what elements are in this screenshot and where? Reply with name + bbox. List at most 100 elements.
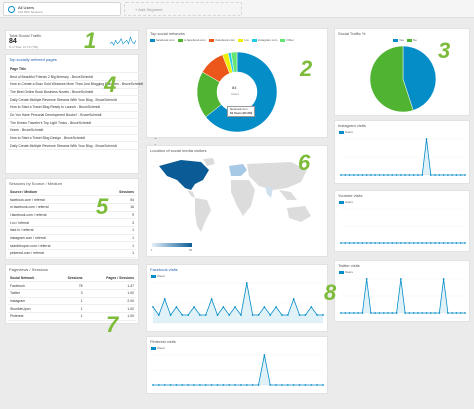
data-point[interactable] bbox=[374, 242, 377, 244]
data-point[interactable] bbox=[429, 312, 432, 314]
data-point[interactable] bbox=[204, 384, 207, 386]
data-point[interactable] bbox=[316, 314, 319, 316]
table-row[interactable]: instagram.com / referral 1 bbox=[8, 234, 136, 243]
data-point[interactable] bbox=[378, 312, 381, 314]
add-segment-button[interactable]: + Add Segment bbox=[124, 2, 242, 16]
data-point[interactable] bbox=[455, 312, 458, 314]
data-point[interactable] bbox=[459, 174, 462, 176]
pie-slice-facebook-com[interactable] bbox=[205, 51, 278, 133]
data-point[interactable] bbox=[357, 242, 360, 244]
data-point[interactable] bbox=[361, 312, 364, 314]
data-point[interactable] bbox=[198, 384, 201, 386]
data-point[interactable] bbox=[387, 312, 389, 314]
data-point[interactable] bbox=[421, 312, 424, 314]
data-point[interactable] bbox=[275, 306, 278, 308]
data-point[interactable] bbox=[263, 306, 266, 308]
data-point[interactable] bbox=[361, 174, 364, 176]
data-point[interactable] bbox=[434, 242, 436, 244]
data-point[interactable] bbox=[391, 174, 394, 176]
data-point[interactable] bbox=[357, 312, 360, 314]
table-row[interactable]: Daily Create Multiple Revenue Streams Wi… bbox=[8, 141, 159, 151]
data-point[interactable] bbox=[442, 174, 445, 176]
data-point[interactable] bbox=[210, 298, 213, 300]
data-point[interactable] bbox=[399, 278, 402, 280]
legend-item[interactable]: No bbox=[406, 38, 417, 42]
data-point[interactable] bbox=[434, 174, 436, 176]
data-point[interactable] bbox=[216, 314, 219, 316]
data-point[interactable] bbox=[425, 312, 428, 314]
legend-item[interactable]: Other bbox=[280, 38, 294, 42]
data-point[interactable] bbox=[269, 384, 272, 386]
data-point[interactable] bbox=[352, 312, 355, 314]
data-point[interactable] bbox=[408, 242, 411, 244]
data-point[interactable] bbox=[269, 314, 272, 316]
data-point[interactable] bbox=[352, 174, 355, 176]
data-point[interactable] bbox=[438, 242, 441, 244]
data-point[interactable] bbox=[429, 174, 432, 176]
data-point[interactable] bbox=[434, 312, 436, 314]
table-row[interactable]: Pinterest 1 1.00 bbox=[8, 312, 136, 321]
data-point[interactable] bbox=[292, 384, 295, 386]
data-point[interactable] bbox=[228, 384, 231, 386]
data-point[interactable] bbox=[399, 174, 402, 176]
data-point[interactable] bbox=[175, 384, 178, 386]
data-point[interactable] bbox=[175, 306, 178, 308]
data-point[interactable] bbox=[464, 312, 466, 314]
data-point[interactable] bbox=[169, 384, 172, 386]
data-point[interactable] bbox=[348, 312, 351, 314]
data-point[interactable] bbox=[391, 312, 394, 314]
data-point[interactable] bbox=[399, 242, 402, 244]
data-point[interactable] bbox=[240, 384, 242, 386]
data-point[interactable] bbox=[352, 242, 355, 244]
data-point[interactable] bbox=[412, 174, 415, 176]
data-point[interactable] bbox=[446, 312, 449, 314]
table-row[interactable]: How to Start a Travel Blog Ready to Laun… bbox=[8, 103, 159, 112]
data-point[interactable] bbox=[408, 174, 411, 176]
data-point[interactable] bbox=[464, 242, 466, 244]
table-row[interactable]: Twitter 3 1.00 bbox=[8, 289, 136, 298]
data-point[interactable] bbox=[442, 242, 445, 244]
table-row[interactable]: How to Start a Travel Blog Design - Bruc… bbox=[8, 134, 159, 143]
data-point[interactable] bbox=[304, 384, 307, 386]
data-point[interactable] bbox=[395, 312, 398, 314]
data-point[interactable] bbox=[240, 314, 242, 316]
data-point[interactable] bbox=[348, 174, 351, 176]
data-point[interactable] bbox=[412, 242, 415, 244]
data-point[interactable] bbox=[344, 174, 347, 176]
data-point[interactable] bbox=[281, 384, 283, 386]
data-point[interactable] bbox=[257, 384, 260, 386]
data-point[interactable] bbox=[348, 242, 351, 244]
data-point[interactable] bbox=[391, 242, 394, 244]
data-point[interactable] bbox=[181, 314, 184, 316]
table-row[interactable]: facebook.com / referral 54 bbox=[8, 195, 136, 204]
table-row[interactable]: stumbleupon.com / referral 1 bbox=[8, 241, 136, 250]
data-point[interactable] bbox=[382, 174, 385, 176]
data-point[interactable] bbox=[451, 174, 454, 176]
data-point[interactable] bbox=[464, 174, 466, 176]
data-point[interactable] bbox=[163, 298, 166, 300]
table-row[interactable]: l.facebook.com / referral 9 bbox=[8, 211, 136, 220]
data-point[interactable] bbox=[234, 384, 236, 386]
table-row[interactable]: The Best Online Book Business Novels - B… bbox=[8, 88, 159, 97]
data-point[interactable] bbox=[378, 174, 381, 176]
data-point[interactable] bbox=[204, 314, 207, 316]
data-point[interactable] bbox=[193, 384, 195, 386]
data-point[interactable] bbox=[193, 306, 195, 308]
data-point[interactable] bbox=[365, 174, 368, 176]
legend-item[interactable]: l.facebook.com bbox=[208, 38, 235, 42]
legend-item[interactable]: m.facebook.com bbox=[177, 38, 206, 42]
data-point[interactable] bbox=[322, 314, 324, 316]
data-point[interactable] bbox=[378, 242, 381, 244]
data-point[interactable] bbox=[234, 306, 236, 308]
data-point[interactable] bbox=[286, 314, 289, 316]
data-point[interactable] bbox=[365, 278, 368, 280]
data-point[interactable] bbox=[298, 384, 301, 386]
data-point[interactable] bbox=[251, 314, 254, 316]
data-point[interactable] bbox=[304, 314, 307, 316]
table-row[interactable]: Daily Create Multiple Revenue Streams Wi… bbox=[8, 95, 159, 104]
table-row[interactable]: Do You Have Personal Development Books? … bbox=[8, 111, 159, 120]
data-point[interactable] bbox=[370, 312, 372, 314]
legend-item[interactable]: t.co bbox=[237, 38, 249, 42]
data-point[interactable] bbox=[417, 312, 419, 314]
